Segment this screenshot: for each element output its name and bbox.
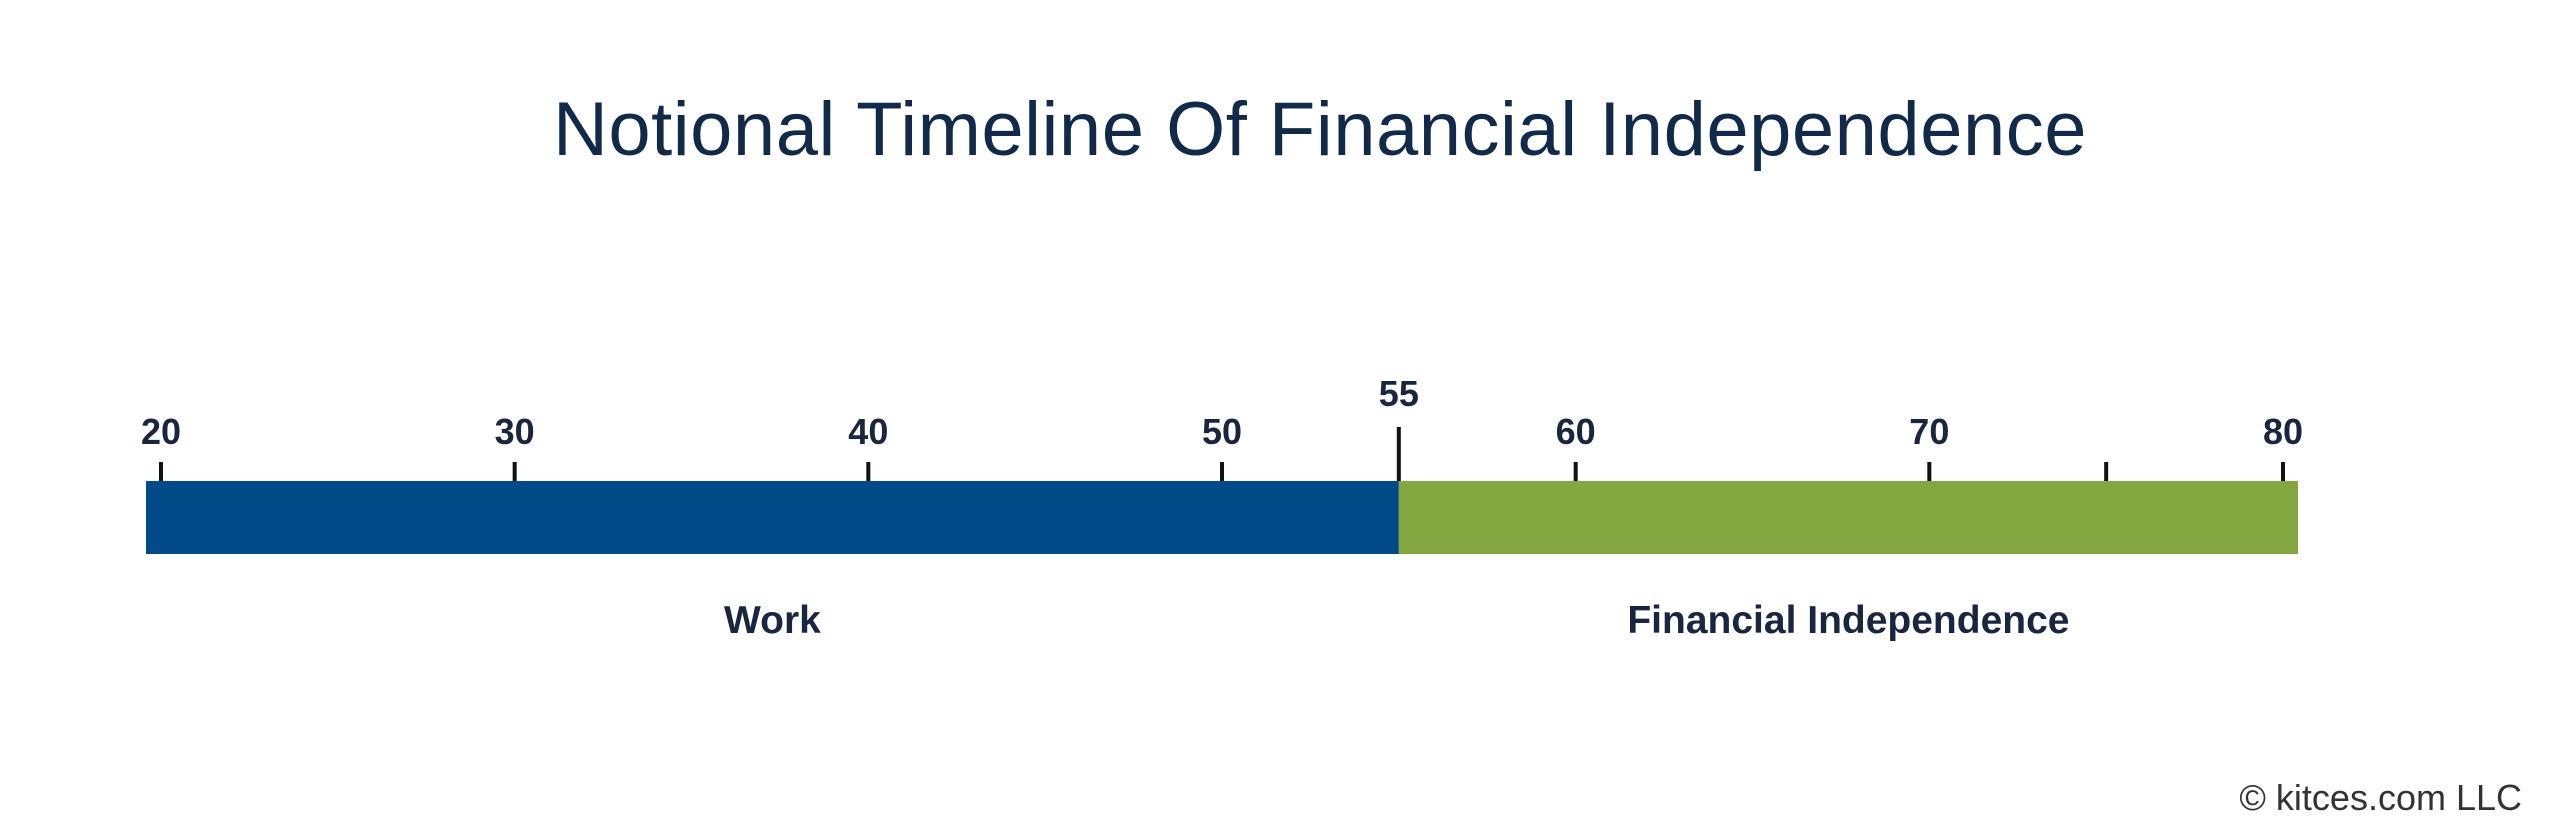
tick-label-70: 70 <box>1909 411 1949 452</box>
copyright-notice: © kitces.com LLC <box>2239 777 2522 818</box>
segment-bar-work <box>146 481 1399 554</box>
tick-label-40: 40 <box>848 411 888 452</box>
segment-label-financial-independence: Financial Independence <box>1627 599 2069 642</box>
segment-bar-financial-independence <box>1398 481 2298 554</box>
tick-label-50: 50 <box>1202 411 1242 452</box>
tick-label-60: 60 <box>1556 411 1596 452</box>
segment-label-work: Work <box>724 599 821 642</box>
tick-label-55: 55 <box>1379 373 1419 414</box>
tick-label-20: 20 <box>141 411 181 452</box>
tick-label-30: 30 <box>495 411 535 452</box>
chart-title: Notional Timeline Of Financial Independe… <box>553 87 2087 172</box>
tick-label-80: 80 <box>2263 411 2303 452</box>
